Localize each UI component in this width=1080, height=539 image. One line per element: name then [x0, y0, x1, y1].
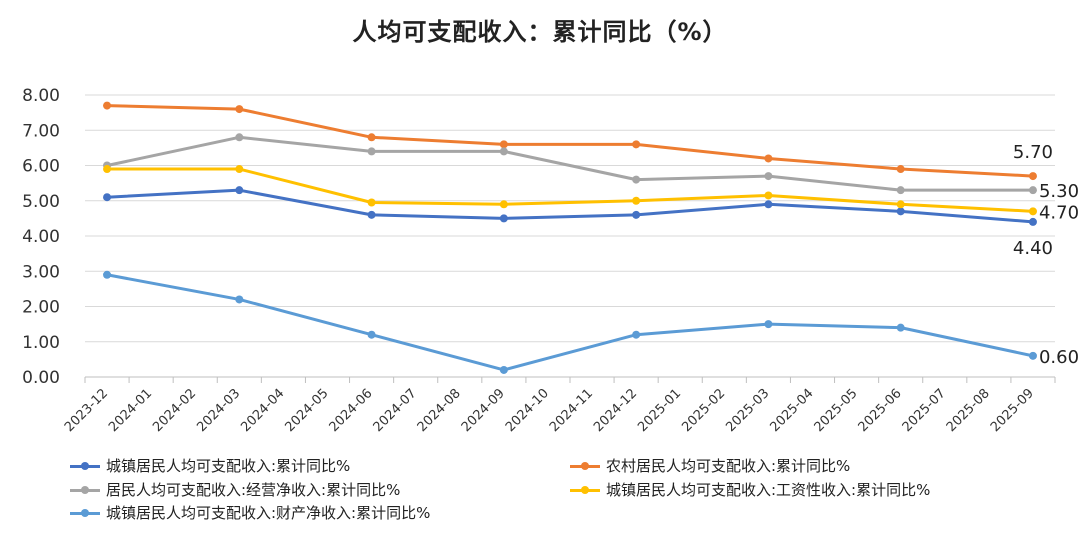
x-tick-label: 2023-12 [62, 386, 111, 435]
x-tick-label: 2024-11 [547, 386, 596, 435]
data-point [499, 147, 508, 156]
x-tick-label: 2025-05 [812, 386, 861, 435]
data-point [632, 140, 641, 149]
x-tick-label: 2024-09 [459, 386, 508, 435]
y-tick-label: 2.00 [22, 298, 60, 318]
x-tick-label: 2024-08 [415, 386, 464, 435]
y-tick-label: 0.00 [22, 368, 60, 388]
data-label: 5.30 [1039, 181, 1079, 202]
data-point [499, 200, 508, 209]
series-line [107, 104, 1034, 178]
data-point [896, 186, 905, 195]
data-point [632, 175, 641, 184]
data-point [1028, 351, 1037, 360]
data-point [235, 105, 244, 114]
data-point [764, 200, 773, 209]
data-point [764, 191, 773, 200]
y-tick-label: 1.00 [22, 333, 60, 353]
x-tick-label: 2025-02 [679, 386, 728, 435]
x-tick-label: 2025-04 [767, 386, 816, 435]
data-point [632, 196, 641, 205]
x-tick-label: 2024-05 [282, 386, 331, 435]
x-tick-label: 2024-10 [503, 386, 552, 435]
y-tick-label: 3.00 [22, 262, 60, 282]
x-tick-label: 2024-06 [327, 386, 376, 435]
data-point [367, 330, 376, 339]
y-tick-label: 7.00 [22, 121, 60, 141]
data-point [499, 214, 508, 223]
y-tick-label: 8.00 [22, 86, 60, 106]
data-point [367, 210, 376, 219]
data-point [896, 207, 905, 216]
data-point [499, 365, 508, 374]
x-tick-label: 2025-06 [856, 386, 905, 435]
x-tick-label: 2025-08 [944, 386, 993, 435]
data-point [764, 172, 773, 181]
x-tick-label: 2024-02 [150, 386, 199, 435]
data-point [367, 147, 376, 156]
x-tick-label: 2025-09 [988, 386, 1037, 435]
data-point [499, 140, 508, 149]
data-point [1028, 186, 1037, 195]
chart-title: 人均可支配收入：累计同比（%） [352, 18, 728, 46]
data-point [1028, 217, 1037, 226]
data-point [103, 270, 112, 279]
data-point [103, 101, 112, 110]
x-tick-label: 2025-07 [900, 386, 949, 435]
y-tick-label: 6.00 [22, 157, 60, 177]
x-tick-label: 2025-03 [723, 386, 772, 435]
y-tick-label: 5.00 [22, 192, 60, 212]
x-tick-label: 2024-07 [371, 386, 420, 435]
series-line [106, 135, 1033, 192]
series-line [106, 188, 1034, 224]
data-point [367, 133, 376, 142]
x-tick-label: 2024-03 [194, 386, 243, 435]
series-line [107, 167, 1034, 213]
data-point [1028, 207, 1037, 216]
series-line [106, 273, 1034, 372]
data-point [235, 186, 244, 195]
data-point [103, 193, 112, 202]
x-tick-label: 2024-04 [238, 386, 287, 435]
data-point [103, 165, 112, 174]
data-label: 0.60 [1039, 347, 1079, 368]
data-point [632, 330, 641, 339]
data-point [764, 154, 773, 163]
x-tick-label: 2024-12 [591, 386, 640, 435]
x-tick-label: 2025-01 [635, 386, 684, 435]
data-label: 4.40 [1013, 238, 1053, 259]
data-point [632, 210, 641, 219]
data-point [367, 198, 376, 207]
x-tick-label: 2024-01 [106, 386, 155, 435]
data-point [235, 133, 244, 142]
data-label: 5.70 [1013, 142, 1053, 163]
data-label: 4.70 [1039, 202, 1079, 223]
data-point [764, 320, 773, 329]
y-tick-label: 4.00 [22, 227, 60, 247]
data-point [896, 323, 905, 332]
data-point [235, 165, 244, 174]
data-point [896, 165, 905, 174]
data-point [1028, 172, 1037, 181]
data-point [235, 295, 244, 304]
data-point [896, 200, 905, 209]
